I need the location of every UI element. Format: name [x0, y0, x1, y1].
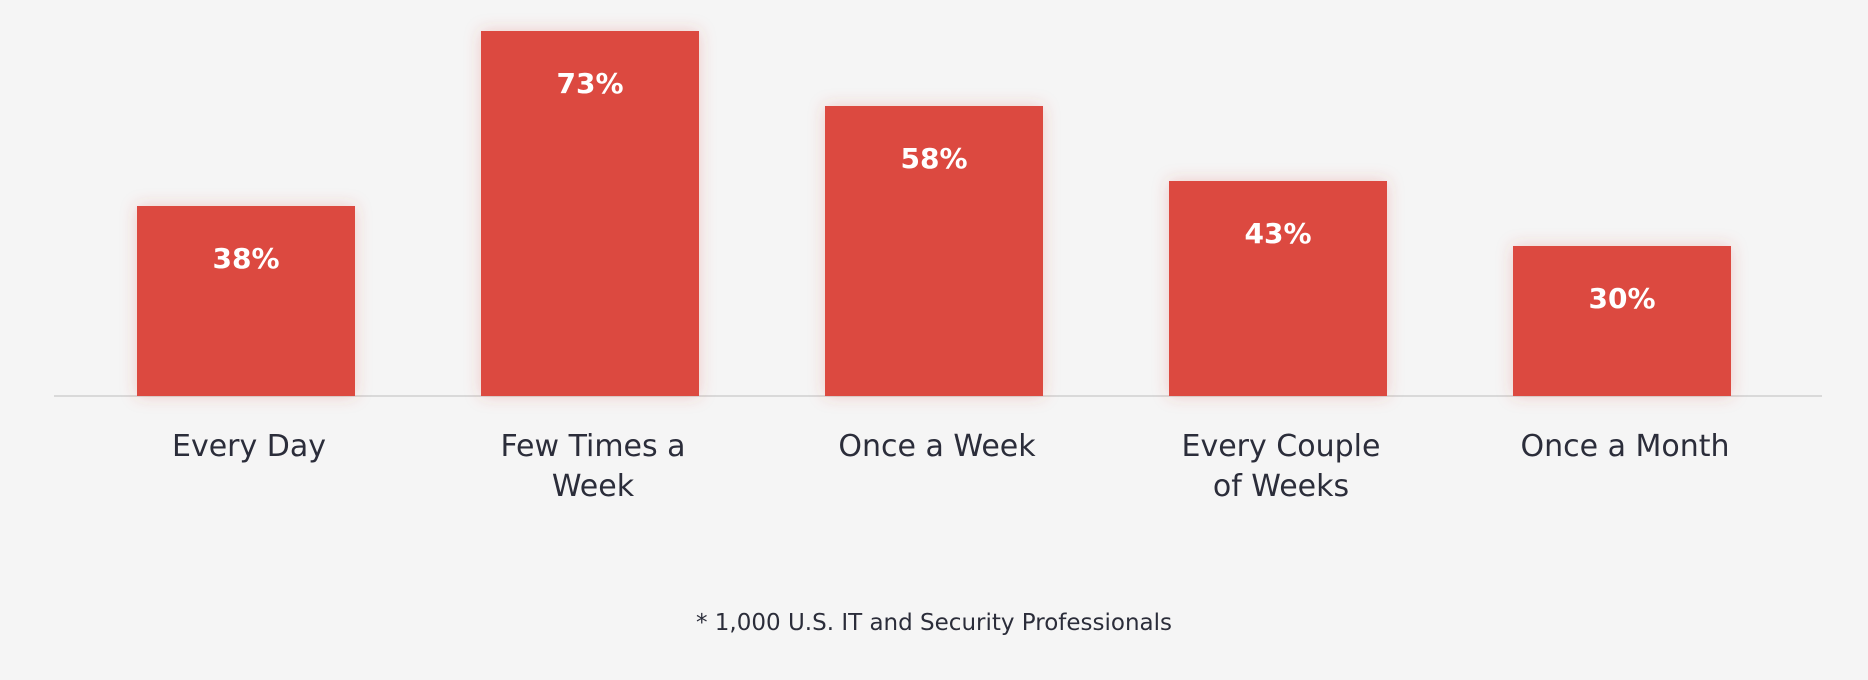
bar-value-label: 43% [1244, 217, 1311, 250]
bar [1169, 181, 1387, 396]
bar-value-label: 73% [556, 67, 623, 100]
bar [481, 31, 699, 396]
bar [825, 106, 1043, 396]
bar [137, 206, 355, 396]
category-label: Once a Month [1520, 429, 1729, 464]
footnote: * 1,000 U.S. IT and Security Professiona… [695, 610, 1173, 636]
category-label: Every Couple of Weeks [1182, 429, 1381, 504]
category-label: Every Day [172, 429, 326, 464]
category-label: Few Times a Week [500, 429, 685, 504]
category-label: Once a Week [838, 429, 1036, 464]
bar-value-label: 38% [212, 242, 279, 275]
bar-value-label: 58% [900, 142, 967, 175]
bar [1513, 246, 1731, 396]
bar-value-label: 30% [1588, 282, 1655, 315]
